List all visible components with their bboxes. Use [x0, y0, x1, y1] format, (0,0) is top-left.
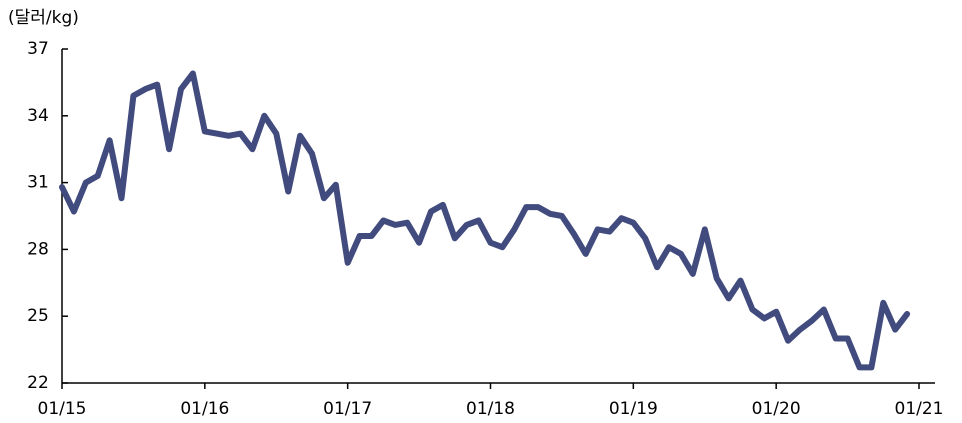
- y-tick-label: 25: [27, 306, 49, 326]
- y-tick-label: 28: [27, 239, 49, 259]
- x-tick-label: 01/18: [466, 399, 515, 419]
- y-tick-label: 22: [27, 373, 49, 393]
- y-tick-label: 37: [27, 39, 49, 59]
- x-tick-label: 01/17: [323, 399, 372, 419]
- x-tick-label: 01/21: [895, 399, 944, 419]
- y-axis-label: (달러/kg): [8, 8, 79, 28]
- x-tick-label: 01/20: [752, 399, 801, 419]
- data-line: [59, 70, 911, 371]
- y-tick-label: 31: [27, 173, 49, 193]
- x-tick-label: 01/16: [180, 399, 229, 419]
- x-tick-label: 01/19: [609, 399, 658, 419]
- y-tick-label: 34: [27, 106, 49, 126]
- x-tick-label: 01/15: [38, 399, 87, 419]
